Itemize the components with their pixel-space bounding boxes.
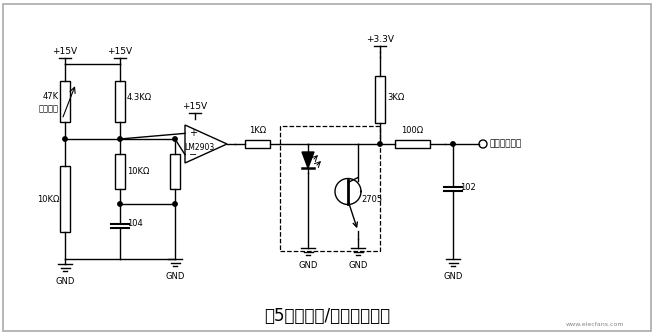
Bar: [170, 154, 180, 189]
Text: 图5输入过流/过载保护电路: 图5输入过流/过载保护电路: [264, 307, 390, 325]
Text: +: +: [189, 128, 197, 138]
Text: 4.3KΩ: 4.3KΩ: [127, 93, 152, 102]
Bar: [115, 81, 125, 122]
Circle shape: [451, 142, 455, 146]
Text: −: −: [189, 150, 197, 160]
Circle shape: [118, 137, 122, 141]
Text: GND: GND: [298, 261, 318, 270]
Text: +15V: +15V: [183, 102, 208, 111]
Text: 热敏电阻: 热敏电阻: [39, 104, 59, 113]
Text: +15V: +15V: [52, 47, 77, 56]
Text: 3KΩ: 3KΩ: [387, 94, 404, 103]
Circle shape: [378, 142, 383, 146]
Text: 104: 104: [127, 219, 143, 228]
Text: 47K: 47K: [43, 92, 59, 101]
Text: GND: GND: [443, 272, 462, 281]
Bar: [375, 76, 385, 123]
Polygon shape: [302, 152, 314, 168]
Bar: [115, 154, 125, 189]
Text: 过热保护信号: 过热保护信号: [490, 140, 522, 149]
Text: GND: GND: [55, 277, 75, 286]
Text: GND: GND: [348, 261, 367, 270]
Text: 100Ω: 100Ω: [402, 126, 424, 135]
Text: 10KΩ: 10KΩ: [127, 167, 149, 176]
Circle shape: [173, 202, 178, 206]
Bar: [245, 140, 270, 148]
Circle shape: [173, 137, 178, 141]
Text: www.elecfans.com: www.elecfans.com: [566, 322, 624, 327]
Bar: [394, 140, 430, 148]
Text: GND: GND: [165, 272, 185, 281]
Text: 102: 102: [460, 182, 476, 191]
Circle shape: [63, 137, 67, 141]
Text: 10KΩ: 10KΩ: [37, 194, 59, 203]
Bar: [60, 166, 70, 232]
Text: LM2903: LM2903: [184, 143, 214, 152]
Text: +3.3V: +3.3V: [366, 35, 394, 44]
Text: 1KΩ: 1KΩ: [249, 126, 266, 135]
Text: +15V: +15V: [107, 47, 132, 56]
Bar: [280, 126, 380, 251]
Text: 2705: 2705: [361, 195, 382, 204]
Circle shape: [118, 202, 122, 206]
Bar: [60, 81, 70, 122]
